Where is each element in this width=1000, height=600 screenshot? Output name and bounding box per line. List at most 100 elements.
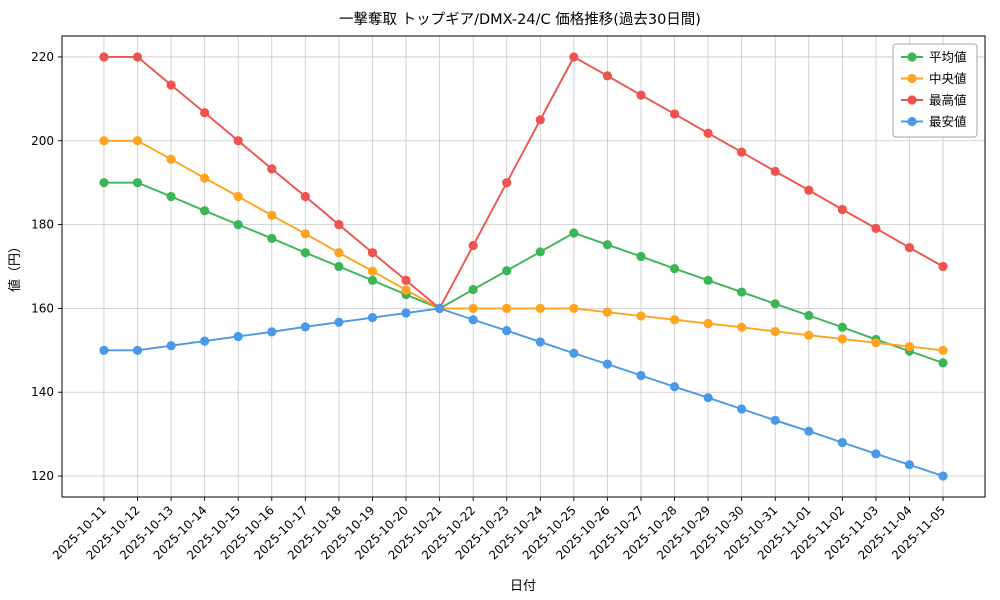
series-point-median bbox=[569, 303, 579, 314]
y-tick-label: 120 bbox=[31, 469, 54, 483]
series-point-median bbox=[871, 338, 881, 348]
series-point-min bbox=[502, 326, 512, 336]
legend-label-median: 中央値 bbox=[929, 71, 967, 86]
series-point-max bbox=[770, 166, 780, 176]
series-point-average bbox=[367, 275, 378, 285]
series-point-median bbox=[703, 318, 713, 329]
legend-marker-min bbox=[907, 116, 917, 127]
series-point-average bbox=[99, 178, 109, 188]
series-point-min bbox=[434, 303, 445, 314]
series-point-median bbox=[535, 303, 545, 314]
legend-label-average: 平均値 bbox=[929, 49, 967, 64]
series-point-median bbox=[367, 266, 378, 276]
series-point-average bbox=[300, 248, 310, 258]
legend-label-max: 最高値 bbox=[929, 92, 967, 107]
series-point-average bbox=[200, 206, 210, 216]
series-line-min bbox=[103, 307, 944, 477]
series-line-average bbox=[103, 181, 944, 364]
series-point-average bbox=[938, 358, 948, 368]
series-point-median bbox=[334, 248, 344, 258]
series-point-max bbox=[166, 80, 176, 90]
series-point-average bbox=[502, 266, 512, 276]
series-point-min bbox=[669, 382, 680, 392]
series-point-min bbox=[300, 322, 310, 332]
series-point-average bbox=[837, 322, 847, 332]
series-point-median bbox=[904, 341, 915, 352]
series-point-average bbox=[804, 310, 814, 321]
x-axis-label: 日付 bbox=[510, 579, 536, 594]
series-point-average bbox=[737, 287, 747, 297]
series-point-average bbox=[334, 261, 344, 272]
series-point-max bbox=[871, 223, 881, 233]
series-point-median bbox=[401, 285, 411, 295]
series-point-median bbox=[233, 191, 243, 202]
series-point-min bbox=[334, 317, 344, 327]
series-point-max bbox=[669, 109, 680, 119]
legend-marker-max bbox=[907, 95, 917, 105]
y-tick-label: 200 bbox=[31, 134, 54, 148]
series-point-median bbox=[132, 136, 143, 146]
series-point-max bbox=[535, 115, 545, 125]
series-point-min bbox=[636, 370, 646, 381]
series-point-average bbox=[468, 284, 478, 295]
series-point-average bbox=[770, 299, 780, 309]
y-tick-label: 220 bbox=[31, 50, 54, 64]
legend-label-min: 最安値 bbox=[929, 114, 967, 129]
series-point-median bbox=[502, 303, 512, 314]
series-point-min bbox=[468, 315, 478, 325]
series-point-median bbox=[804, 330, 814, 340]
series-point-min bbox=[737, 404, 747, 414]
series-point-min bbox=[132, 345, 143, 355]
series-point-max bbox=[300, 191, 310, 202]
series-point-max bbox=[367, 248, 378, 258]
series-point-median bbox=[267, 210, 277, 220]
series-point-min bbox=[367, 313, 378, 323]
series-point-average bbox=[669, 263, 680, 274]
y-tick-label: 180 bbox=[31, 218, 54, 232]
series-point-min bbox=[401, 308, 411, 318]
series-point-max bbox=[636, 90, 646, 100]
series-point-median bbox=[166, 154, 176, 164]
series-point-average bbox=[535, 247, 545, 257]
series-point-average bbox=[703, 275, 713, 285]
series-point-median bbox=[99, 136, 109, 146]
y-tick-label: 140 bbox=[31, 385, 54, 399]
series-point-max bbox=[468, 240, 478, 251]
series-point-min bbox=[535, 337, 545, 347]
axes-border bbox=[61, 35, 986, 498]
series-point-min bbox=[602, 359, 613, 369]
series-point-min bbox=[233, 331, 243, 342]
series-point-max bbox=[703, 128, 713, 138]
series-point-median bbox=[669, 315, 680, 325]
series-point-max bbox=[99, 52, 109, 62]
series-point-average bbox=[132, 178, 143, 188]
series-point-median bbox=[938, 345, 948, 355]
legend-marker-average bbox=[907, 52, 917, 62]
chart-title: 一撃奪取 トップギア/DMX-24/C 価格推移(過去30日間) bbox=[339, 11, 701, 28]
series-point-average bbox=[166, 191, 176, 202]
series-point-min bbox=[166, 341, 176, 351]
series-point-min bbox=[99, 345, 109, 355]
series-point-min bbox=[569, 348, 579, 358]
series-point-min bbox=[837, 437, 847, 448]
series-point-median bbox=[602, 307, 613, 317]
series-point-median bbox=[837, 334, 847, 344]
series-point-max bbox=[804, 185, 814, 195]
series-line-max bbox=[103, 55, 944, 310]
series-point-min bbox=[804, 426, 814, 436]
series-point-max bbox=[200, 108, 210, 118]
y-axis-label: 値（円） bbox=[7, 240, 23, 292]
series-point-average bbox=[636, 251, 646, 262]
legend-box bbox=[892, 43, 978, 138]
series-point-median bbox=[468, 303, 478, 314]
series-point-median bbox=[200, 173, 210, 183]
series-point-max bbox=[401, 275, 411, 285]
series-point-average bbox=[233, 219, 243, 230]
series-point-median bbox=[300, 229, 310, 239]
series-point-min bbox=[200, 336, 210, 346]
series-point-min bbox=[938, 471, 948, 481]
series-point-min bbox=[267, 327, 277, 337]
series-point-max bbox=[602, 71, 613, 81]
